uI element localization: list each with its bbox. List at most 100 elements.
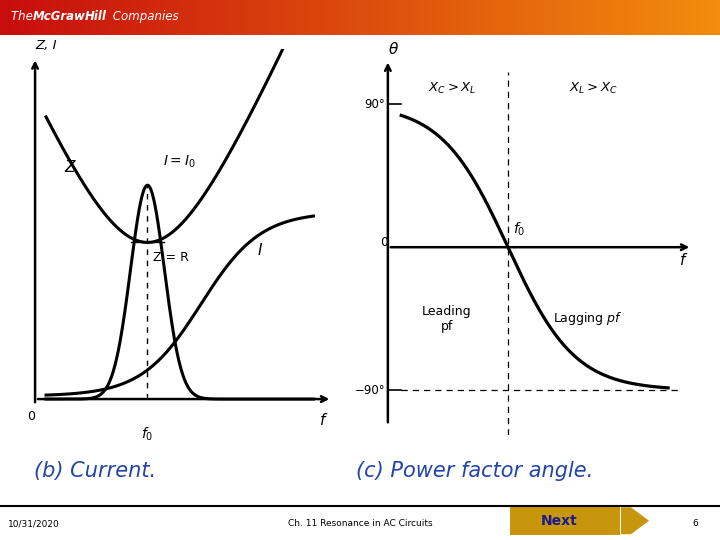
- Bar: [691, 0, 695, 35]
- Text: (b) Current.: (b) Current.: [34, 461, 156, 481]
- Bar: [205, 0, 209, 35]
- Bar: [209, 0, 212, 35]
- Bar: [288, 0, 292, 35]
- Bar: [392, 0, 396, 35]
- Bar: [702, 0, 706, 35]
- Bar: [648, 0, 652, 35]
- Bar: [562, 0, 565, 35]
- Bar: [104, 0, 108, 35]
- Bar: [641, 0, 644, 35]
- Bar: [137, 0, 140, 35]
- Bar: [400, 0, 403, 35]
- Bar: [169, 0, 173, 35]
- Bar: [331, 0, 335, 35]
- Bar: [194, 0, 198, 35]
- Bar: [18, 0, 22, 35]
- Bar: [536, 0, 540, 35]
- Bar: [202, 0, 205, 35]
- Bar: [551, 0, 554, 35]
- Bar: [662, 0, 666, 35]
- Bar: [464, 0, 468, 35]
- Text: Next: Next: [541, 514, 578, 528]
- Bar: [659, 0, 662, 35]
- Bar: [403, 0, 407, 35]
- Bar: [457, 0, 461, 35]
- Bar: [583, 0, 587, 35]
- Bar: [216, 0, 220, 35]
- Bar: [637, 0, 641, 35]
- Bar: [616, 0, 619, 35]
- Text: Lagging $pf$: Lagging $pf$: [553, 310, 623, 327]
- Text: I: I: [258, 243, 262, 258]
- Bar: [601, 0, 605, 35]
- Bar: [511, 0, 515, 35]
- Bar: [72, 0, 76, 35]
- Bar: [619, 0, 623, 35]
- Text: McGraw: McGraw: [33, 10, 86, 23]
- Bar: [245, 0, 248, 35]
- Bar: [493, 0, 497, 35]
- Bar: [450, 0, 454, 35]
- Bar: [526, 0, 529, 35]
- Text: Ch. 11 Resonance in AC Circuits: Ch. 11 Resonance in AC Circuits: [288, 519, 432, 528]
- Bar: [29, 0, 32, 35]
- Bar: [432, 0, 436, 35]
- Bar: [425, 0, 428, 35]
- Bar: [587, 0, 590, 35]
- Bar: [439, 0, 443, 35]
- Bar: [490, 0, 493, 35]
- Bar: [223, 0, 227, 35]
- Text: 6: 6: [692, 519, 698, 528]
- Bar: [443, 0, 446, 35]
- Bar: [389, 0, 392, 35]
- Bar: [605, 0, 608, 35]
- Bar: [684, 0, 688, 35]
- Text: 0: 0: [27, 410, 35, 423]
- Bar: [371, 0, 374, 35]
- Text: $f_0$: $f_0$: [513, 220, 526, 238]
- Bar: [259, 0, 263, 35]
- Bar: [25, 0, 29, 35]
- Bar: [115, 0, 119, 35]
- Bar: [0, 0, 4, 35]
- Bar: [515, 0, 518, 35]
- Bar: [328, 0, 331, 35]
- Text: 90°: 90°: [364, 98, 385, 111]
- Bar: [590, 0, 594, 35]
- Bar: [396, 0, 400, 35]
- Text: $I = I_0$: $I = I_0$: [163, 153, 196, 170]
- Bar: [673, 0, 677, 35]
- Bar: [652, 0, 655, 35]
- Bar: [533, 0, 536, 35]
- Bar: [706, 0, 709, 35]
- Bar: [126, 0, 130, 35]
- Bar: [634, 0, 637, 35]
- Bar: [79, 0, 83, 35]
- Bar: [522, 0, 526, 35]
- Bar: [47, 0, 50, 35]
- Bar: [65, 0, 68, 35]
- Bar: [162, 0, 166, 35]
- Bar: [335, 0, 338, 35]
- Bar: [716, 0, 720, 35]
- Bar: [644, 0, 648, 35]
- Bar: [428, 0, 432, 35]
- Bar: [220, 0, 223, 35]
- Bar: [295, 0, 299, 35]
- Bar: [256, 0, 259, 35]
- Bar: [356, 0, 360, 35]
- Bar: [263, 0, 266, 35]
- Bar: [385, 0, 389, 35]
- Bar: [598, 0, 601, 35]
- Bar: [292, 0, 295, 35]
- Bar: [43, 0, 47, 35]
- Bar: [191, 0, 194, 35]
- Bar: [320, 0, 324, 35]
- Bar: [306, 0, 310, 35]
- Bar: [630, 0, 634, 35]
- Bar: [364, 0, 367, 35]
- Bar: [112, 0, 115, 35]
- Bar: [94, 0, 97, 35]
- Bar: [130, 0, 133, 35]
- Bar: [133, 0, 137, 35]
